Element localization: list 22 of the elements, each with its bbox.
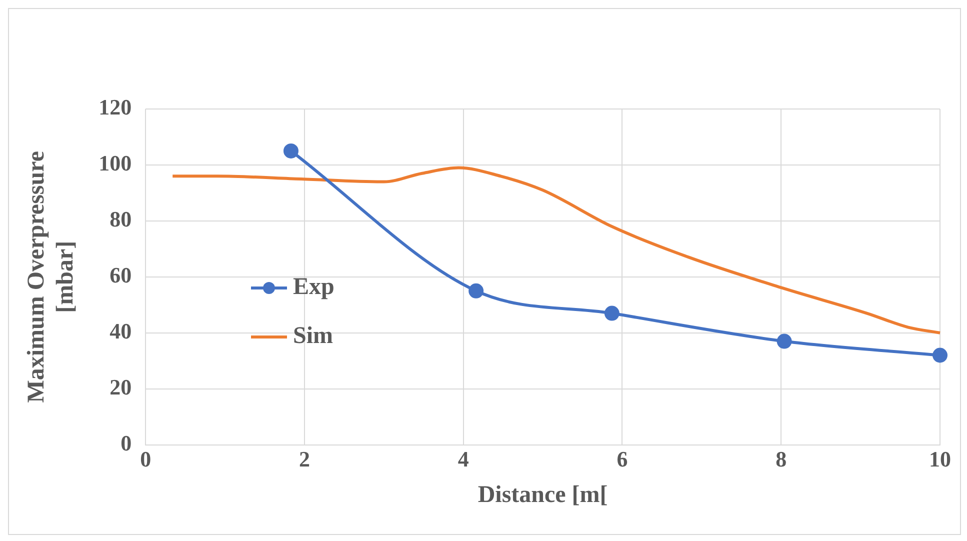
x-axis-title: Distance [m[	[478, 482, 608, 508]
y-tick-label: 40	[110, 318, 132, 344]
y-axis-title: Maximum Overpressure [mbar]	[24, 150, 78, 403]
y-tick-label: 20	[110, 374, 132, 400]
x-tick-label: 4	[458, 446, 469, 472]
y-tick-label: 60	[110, 262, 132, 288]
legend-label: Exp	[293, 274, 334, 301]
legend-label: Sim	[293, 323, 334, 350]
point	[283, 143, 298, 158]
y-tick-label: 120	[98, 94, 132, 120]
x-tick-label: 2	[298, 446, 310, 472]
x-tick-label: 0	[140, 446, 152, 472]
y-tick-label: 0	[120, 430, 132, 456]
y-tick-label: 80	[110, 206, 132, 232]
point	[932, 348, 948, 363]
x-tick-label: 6	[616, 446, 628, 472]
point	[604, 306, 620, 321]
y-tick-label: 100	[98, 150, 132, 176]
point	[468, 283, 484, 298]
x-tick-label: 8	[776, 446, 787, 472]
x-tick-label: 10	[929, 446, 951, 472]
point	[776, 334, 792, 349]
